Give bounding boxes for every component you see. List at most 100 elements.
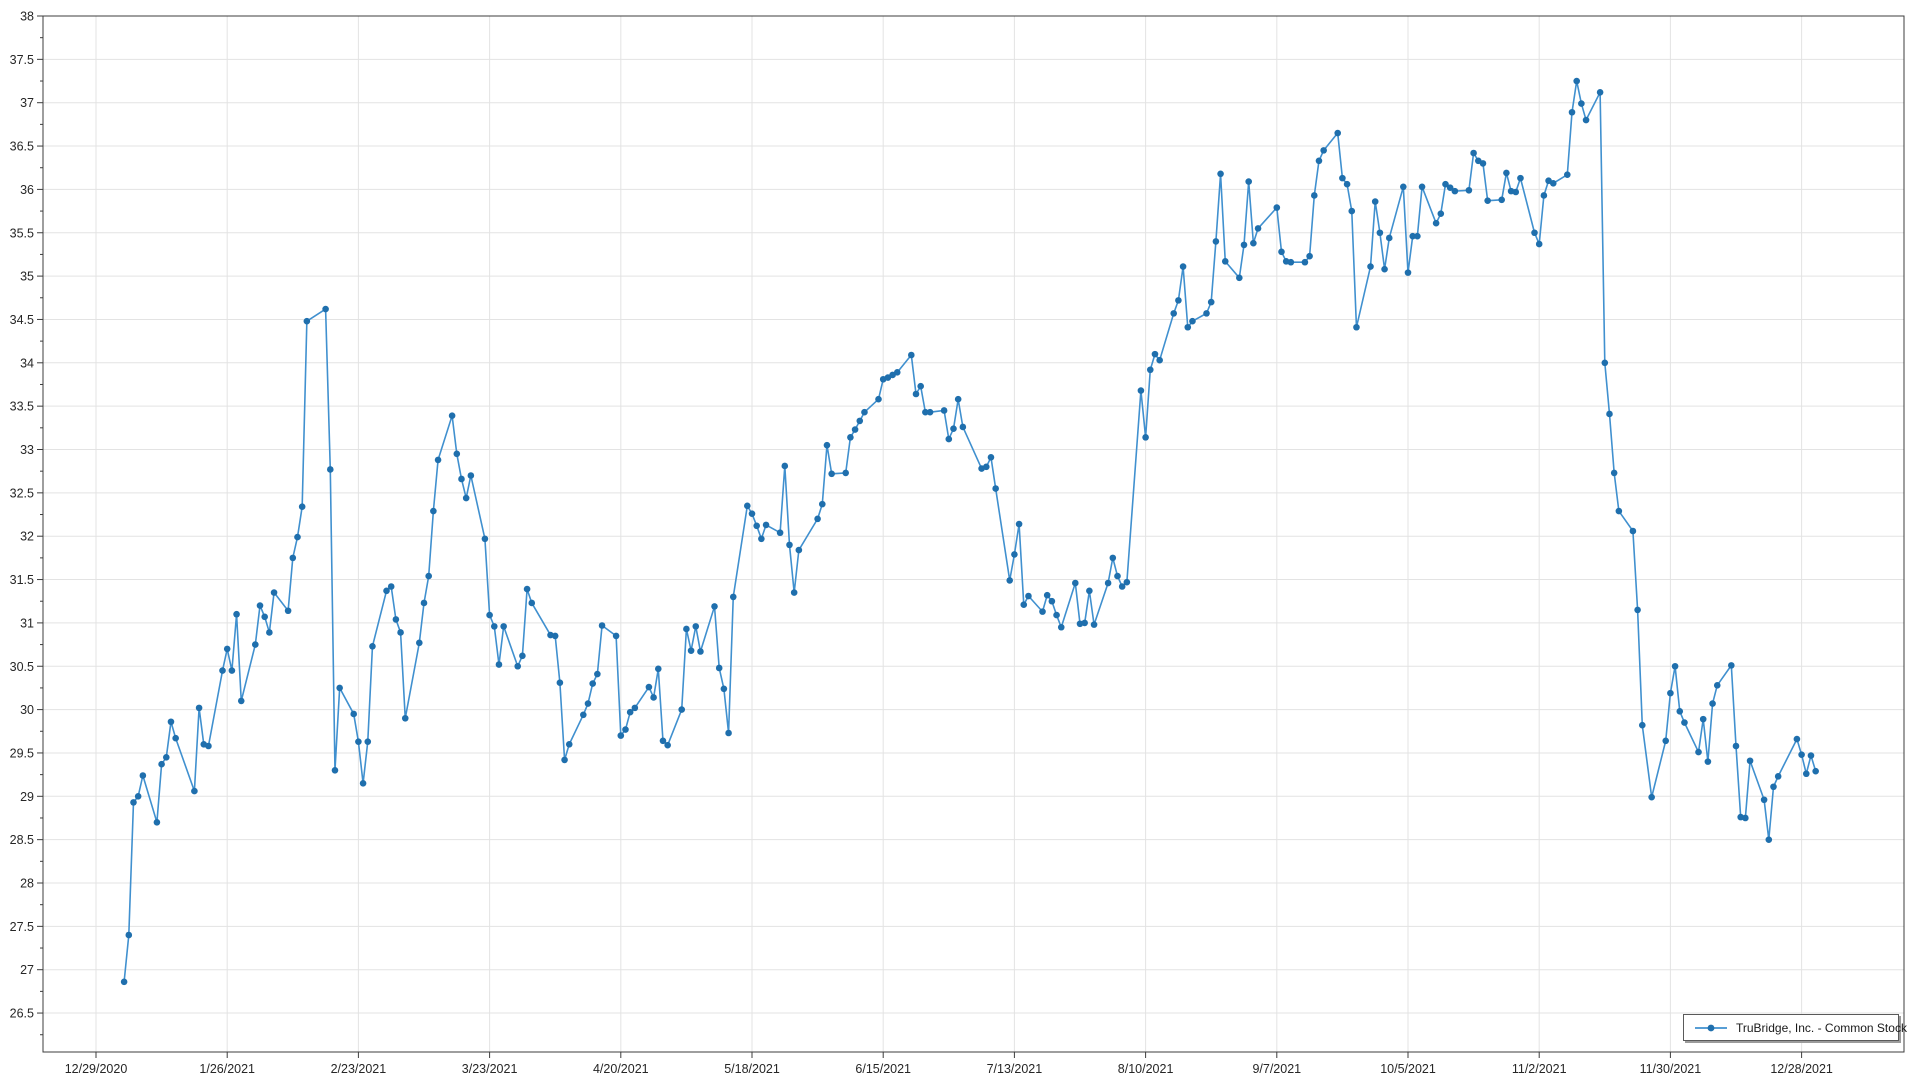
data-point-marker — [692, 623, 700, 630]
y-tick-label: 28 — [20, 877, 34, 891]
gridlines — [43, 15, 1904, 1052]
data-point-marker — [462, 494, 470, 502]
data-point-marker — [1484, 197, 1491, 204]
data-point-marker — [1184, 323, 1192, 331]
data-point-marker — [369, 643, 376, 650]
data-point-marker — [786, 541, 793, 549]
data-point-marker — [687, 647, 695, 654]
data-point-marker — [1287, 258, 1295, 266]
data-point-marker — [1699, 715, 1707, 723]
data-point-marker — [1381, 265, 1388, 273]
data-point-marker — [1418, 183, 1426, 191]
data-point-marker — [331, 766, 339, 774]
data-point-marker — [1254, 225, 1262, 232]
data-point-marker — [1695, 748, 1702, 756]
data-point-marker — [158, 760, 165, 768]
data-point-marker — [1207, 298, 1215, 306]
data-point-marker — [987, 454, 995, 461]
data-point-marker — [1123, 578, 1131, 586]
data-point-marker — [1549, 180, 1557, 187]
data-point-markers — [120, 77, 1819, 986]
data-point-marker — [1273, 204, 1281, 211]
data-point-marker — [1470, 149, 1477, 157]
data-point-marker — [1179, 263, 1187, 270]
data-point-marker — [495, 661, 503, 668]
data-point-marker — [528, 599, 536, 607]
data-point-marker — [266, 629, 273, 636]
x-tick-label: 1/26/2021 — [199, 1062, 255, 1076]
data-point-marker — [481, 535, 489, 543]
data-point-marker — [945, 435, 953, 443]
data-point-marker — [1807, 752, 1815, 759]
data-point-marker — [326, 466, 334, 473]
data-point-marker — [720, 685, 728, 693]
data-point-marker — [1315, 157, 1323, 165]
data-point-marker — [467, 472, 475, 479]
data-point-marker — [172, 734, 179, 742]
data-point-marker — [1245, 178, 1252, 185]
data-point-marker — [1503, 169, 1510, 177]
data-point-marker — [1146, 366, 1154, 374]
data-point-marker — [1765, 836, 1773, 843]
data-point-marker — [383, 587, 390, 595]
data-point-marker — [795, 546, 803, 554]
y-tick-label: 26.5 — [10, 1007, 34, 1021]
legend-series-label: TruBridge, Inc. - Common Stock — [1736, 1020, 1907, 1035]
data-point-marker — [1240, 241, 1248, 249]
data-point-marker — [1713, 682, 1721, 689]
data-point-marker — [1535, 240, 1543, 248]
y-tick-label: 30.5 — [10, 660, 34, 674]
data-point-marker — [125, 931, 133, 939]
data-point-marker — [205, 742, 212, 750]
data-point-marker — [294, 533, 301, 541]
data-point-marker — [1629, 527, 1637, 535]
x-tick-label: 10/5/2021 — [1380, 1062, 1436, 1076]
data-point-marker — [1400, 183, 1407, 191]
y-tick-label: 30 — [20, 703, 34, 717]
data-point-marker — [1709, 700, 1716, 707]
data-point-marker — [270, 589, 278, 596]
data-point-marker — [289, 554, 297, 562]
data-point-marker — [1573, 77, 1580, 85]
data-point-marker — [762, 521, 770, 529]
data-point-marker — [448, 412, 456, 419]
y-tick-label: 38 — [20, 10, 34, 24]
data-point-marker — [1175, 297, 1182, 304]
data-point-marker — [861, 408, 868, 416]
data-point-marker — [1137, 387, 1145, 394]
data-point-marker — [1334, 129, 1342, 137]
data-point-marker — [1610, 469, 1618, 477]
data-point-marker — [1339, 174, 1346, 182]
data-point-marker — [1432, 219, 1440, 227]
data-point-marker — [1221, 258, 1229, 265]
data-point-marker — [922, 408, 929, 416]
data-point-marker — [1465, 186, 1473, 194]
data-point-marker — [598, 622, 606, 629]
data-point-marker — [1676, 708, 1684, 715]
data-point-marker — [683, 625, 690, 633]
data-point-marker — [617, 732, 625, 739]
legend-line-marker-icon — [1695, 1024, 1727, 1031]
price-line — [123, 80, 1817, 983]
y-tick-label: 35 — [20, 270, 34, 284]
data-point-marker — [223, 645, 231, 653]
data-point-marker — [284, 607, 292, 615]
data-point-marker — [237, 697, 245, 705]
data-point-marker — [1793, 735, 1801, 743]
data-point-marker — [1236, 274, 1243, 282]
data-point-marker — [1156, 356, 1163, 364]
data-point-marker — [1442, 180, 1449, 188]
data-point-marker — [1812, 767, 1819, 775]
data-point-marker — [1057, 623, 1065, 631]
y-tick-label: 33 — [20, 443, 34, 457]
y-tick-label: 29 — [20, 790, 34, 804]
data-point-marker — [748, 510, 756, 517]
data-point-marker — [725, 729, 732, 737]
data-point-marker — [195, 704, 203, 712]
data-point-marker — [659, 737, 667, 745]
data-point-marker — [1732, 742, 1740, 750]
data-point-marker — [654, 665, 662, 673]
data-point-marker — [1278, 248, 1285, 256]
y-tick-label: 36.5 — [10, 140, 34, 154]
